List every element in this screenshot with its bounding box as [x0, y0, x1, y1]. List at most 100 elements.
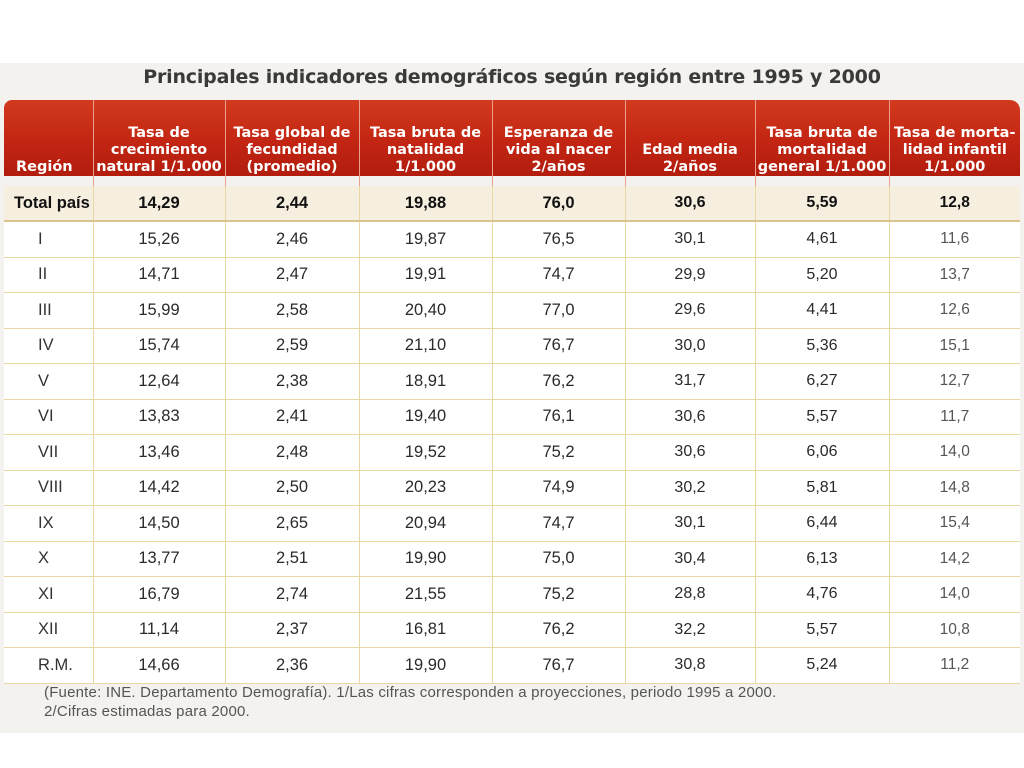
- value-cell: 15,4: [889, 505, 1020, 542]
- value-cell: 19,88: [359, 186, 493, 222]
- region-cell: VIII: [4, 470, 94, 506]
- header-row: Región Tasa de crecimiento natural 1/1.00…: [4, 100, 1020, 186]
- column-header: Tasa bruta de natalidad 1/1.000: [359, 100, 493, 186]
- value-cell: 14,50: [93, 505, 226, 542]
- table-header: Región Tasa de crecimiento natural 1/1.00…: [4, 100, 1020, 186]
- column-header: Tasa bruta de mortalidad general 1/1.000: [755, 100, 890, 186]
- value-cell: 30,6: [625, 186, 756, 222]
- value-cell: 30,6: [625, 399, 756, 435]
- value-cell: 74,9: [492, 470, 626, 506]
- value-cell: 30,6: [625, 434, 756, 471]
- value-cell: 2,58: [225, 292, 360, 329]
- value-cell: 4,61: [755, 221, 890, 258]
- value-cell: 14,8: [889, 470, 1020, 506]
- region-cell: VII: [4, 434, 94, 471]
- column-header: Tasa de morta- lidad infantil 1/1.000: [894, 125, 1016, 175]
- value-cell: 5,57: [755, 399, 890, 435]
- value-cell: 76,7: [492, 328, 626, 364]
- value-cell: 6,44: [755, 505, 890, 542]
- value-cell: 12,7: [889, 363, 1020, 400]
- value-cell: 30,8: [625, 647, 756, 684]
- value-cell: 2,47: [225, 257, 360, 293]
- value-cell: 28,8: [625, 576, 756, 613]
- value-cell: 2,74: [225, 576, 360, 613]
- value-cell: 16,79: [93, 576, 226, 613]
- value-cell: 19,90: [359, 541, 493, 577]
- value-cell: 15,74: [93, 328, 226, 364]
- value-cell: 2,59: [225, 328, 360, 364]
- table-title: Principales indicadores demográficos seg…: [143, 66, 881, 88]
- value-cell: 14,29: [93, 186, 226, 222]
- value-cell: 14,0: [889, 434, 1020, 471]
- table-row: R.M. 14,66 2,36 19,90 76,7 30,8 5,24 11,2: [4, 647, 1020, 684]
- value-cell: 15,99: [93, 292, 226, 329]
- value-cell: 2,46: [225, 221, 360, 258]
- table-row: V 12,64 2,38 18,91 76,2 31,7 6,27 12,7: [4, 363, 1020, 400]
- value-cell: 5,36: [755, 328, 890, 364]
- total-row: Total país 14,29 2,44 19,88 76,0 30,6 5,59 12,8: [4, 186, 1020, 222]
- value-cell: 12,6: [889, 292, 1020, 329]
- value-cell: 4,76: [755, 576, 890, 613]
- value-cell: 18,91: [359, 363, 493, 400]
- value-cell: 76,7: [492, 647, 626, 684]
- region-cell: IX: [4, 505, 94, 542]
- value-cell: 2,37: [225, 612, 360, 648]
- value-cell: 2,51: [225, 541, 360, 577]
- column-header: Región: [4, 100, 94, 186]
- value-cell: 5,24: [755, 647, 890, 684]
- value-cell: 2,48: [225, 434, 360, 471]
- value-cell: 14,71: [93, 257, 226, 293]
- source-footnote: (Fuente: INE. Departamento Demografía). …: [44, 683, 776, 721]
- value-cell: 11,2: [889, 647, 1020, 684]
- value-cell: 13,77: [93, 541, 226, 577]
- value-cell: 14,66: [93, 647, 226, 684]
- table-row: IX 14,50 2,65 20,94 74,7 30,1 6,44 15,4: [4, 505, 1020, 542]
- region-cell: XI: [4, 576, 94, 613]
- value-cell: 76,1: [492, 399, 626, 435]
- region-cell: III: [4, 292, 94, 329]
- value-cell: 30,2: [625, 470, 756, 506]
- region-cell: X: [4, 541, 94, 577]
- table-row: XII 11,14 2,37 16,81 76,2 32,2 5,57 10,8: [4, 612, 1020, 648]
- value-cell: 20,94: [359, 505, 493, 542]
- value-cell: 32,2: [625, 612, 756, 648]
- column-header: Tasa de crecimiento natural 1/1.000: [93, 100, 226, 186]
- value-cell: 15,26: [93, 221, 226, 258]
- value-cell: 4,41: [755, 292, 890, 329]
- value-cell: 2,41: [225, 399, 360, 435]
- value-cell: 19,91: [359, 257, 493, 293]
- value-cell: 11,14: [93, 612, 226, 648]
- value-cell: 13,83: [93, 399, 226, 435]
- region-cell: I: [4, 221, 94, 258]
- table-row: X 13,77 2,51 19,90 75,0 30,4 6,13 14,2: [4, 541, 1020, 577]
- value-cell: 5,81: [755, 470, 890, 506]
- value-cell: 19,87: [359, 221, 493, 258]
- value-cell: 20,23: [359, 470, 493, 506]
- demographics-table: Región Tasa de crecimiento natural 1/1.00…: [4, 100, 1020, 684]
- value-cell: 12,64: [93, 363, 226, 400]
- table-row: II 14,71 2,47 19,91 74,7 29,9 5,20 13,7: [4, 257, 1020, 293]
- value-cell: 20,40: [359, 292, 493, 329]
- value-cell: 5,20: [755, 257, 890, 293]
- value-cell: 31,7: [625, 363, 756, 400]
- value-cell: 5,57: [755, 612, 890, 648]
- table-body: Total país 14,29 2,44 19,88 76,0 30,6 5,59 12,8…: [4, 186, 1020, 684]
- value-cell: 30,0: [625, 328, 756, 364]
- value-cell: 76,2: [492, 363, 626, 400]
- region-cell: V: [4, 363, 94, 400]
- value-cell: 29,6: [625, 292, 756, 329]
- value-cell: 11,7: [889, 399, 1020, 435]
- column-header: Edad media 2/años: [625, 100, 756, 186]
- region-cell: IV: [4, 328, 94, 364]
- footnote-line-1: (Fuente: INE. Departamento Demografía). …: [44, 684, 777, 701]
- value-cell: 2,65: [225, 505, 360, 542]
- value-cell: 21,10: [359, 328, 493, 364]
- value-cell: 75,2: [492, 576, 626, 613]
- value-cell: 19,90: [359, 647, 493, 684]
- value-cell: 14,42: [93, 470, 226, 506]
- region-cell: XII: [4, 612, 94, 648]
- value-cell: 76,0: [492, 186, 626, 222]
- column-header: Tasa global de fecundidad (promedio): [225, 100, 360, 186]
- value-cell: 19,52: [359, 434, 493, 471]
- region-cell: Total país: [4, 186, 94, 222]
